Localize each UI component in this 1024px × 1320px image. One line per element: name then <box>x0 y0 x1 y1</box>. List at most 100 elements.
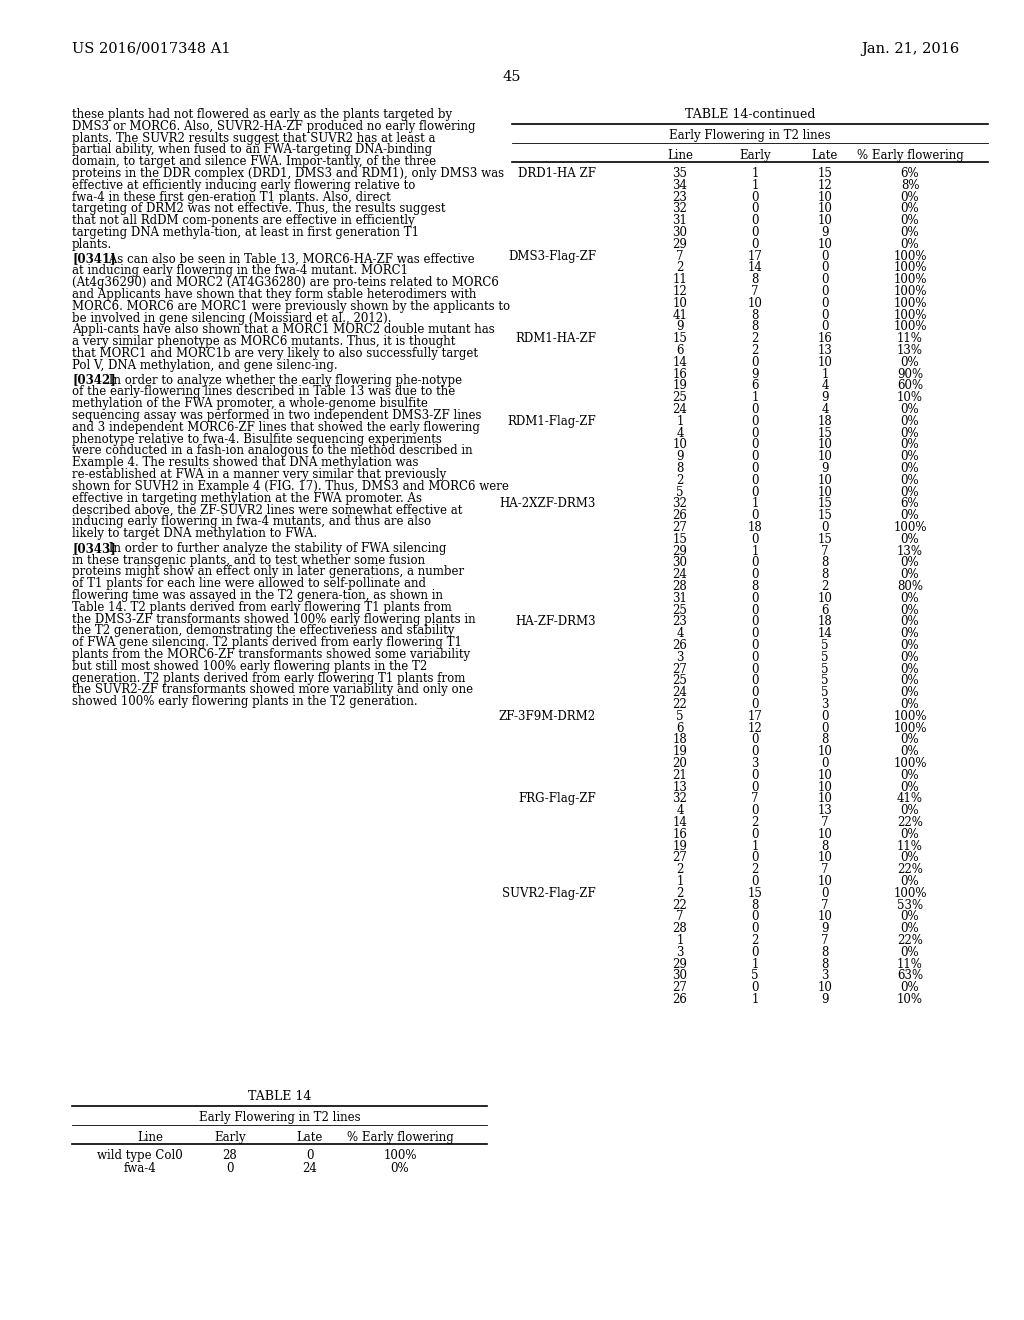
Text: 0%: 0% <box>901 851 920 865</box>
Text: 0: 0 <box>752 734 759 746</box>
Text: 4: 4 <box>821 403 828 416</box>
Text: 0%: 0% <box>901 557 920 569</box>
Text: 0: 0 <box>752 533 759 545</box>
Text: 100%: 100% <box>893 297 927 310</box>
Text: 23: 23 <box>673 190 687 203</box>
Text: effective in targeting methylation at the FWA promoter. As: effective in targeting methylation at th… <box>72 491 422 504</box>
Text: RDM1-Flag-ZF: RDM1-Flag-ZF <box>507 414 596 428</box>
Text: 1: 1 <box>821 367 828 380</box>
Text: 0: 0 <box>752 450 759 463</box>
Text: 9: 9 <box>821 226 828 239</box>
Text: Early: Early <box>739 149 771 162</box>
Text: 0%: 0% <box>901 804 920 817</box>
Text: 0%: 0% <box>901 533 920 545</box>
Text: DRD1-HA ZF: DRD1-HA ZF <box>518 168 596 180</box>
Text: 32: 32 <box>673 202 687 215</box>
Text: 3: 3 <box>676 946 684 958</box>
Text: fwa-4: fwa-4 <box>124 1162 157 1175</box>
Text: 2: 2 <box>821 579 828 593</box>
Text: 100%: 100% <box>893 887 927 900</box>
Text: 15: 15 <box>748 887 763 900</box>
Text: HA-2XZF-DRM3: HA-2XZF-DRM3 <box>500 498 596 511</box>
Text: 0: 0 <box>752 698 759 711</box>
Text: 10%: 10% <box>897 993 923 1006</box>
Text: 2: 2 <box>752 816 759 829</box>
Text: 9: 9 <box>752 367 759 380</box>
Text: 0%: 0% <box>901 675 920 688</box>
Text: 10: 10 <box>817 486 833 499</box>
Text: 10: 10 <box>817 780 833 793</box>
Text: 19: 19 <box>673 840 687 853</box>
Text: 0: 0 <box>752 663 759 676</box>
Text: 10: 10 <box>817 746 833 758</box>
Text: 0: 0 <box>821 297 828 310</box>
Text: 5: 5 <box>821 651 828 664</box>
Text: 16: 16 <box>673 828 687 841</box>
Text: 14: 14 <box>748 261 763 275</box>
Text: 7: 7 <box>821 863 828 876</box>
Text: 1: 1 <box>752 545 759 557</box>
Text: 22%: 22% <box>897 863 923 876</box>
Text: 0%: 0% <box>901 981 920 994</box>
Text: 0%: 0% <box>901 603 920 616</box>
Text: 0: 0 <box>752 946 759 958</box>
Text: 17: 17 <box>748 249 763 263</box>
Text: 24: 24 <box>302 1162 317 1175</box>
Text: 0%: 0% <box>901 828 920 841</box>
Text: 0%: 0% <box>901 403 920 416</box>
Text: described above, the ZF-SUVR2 lines were somewhat effective at: described above, the ZF-SUVR2 lines were… <box>72 503 463 516</box>
Text: 0: 0 <box>752 226 759 239</box>
Text: domain, to target and silence FWA. Impor-tantly, of the three: domain, to target and silence FWA. Impor… <box>72 156 436 168</box>
Text: 9: 9 <box>821 391 828 404</box>
Text: 9: 9 <box>821 993 828 1006</box>
Text: but still most showed 100% early flowering plants in the T2: but still most showed 100% early floweri… <box>72 660 427 673</box>
Text: 14: 14 <box>817 627 833 640</box>
Text: 100%: 100% <box>893 273 927 286</box>
Text: 0%: 0% <box>901 663 920 676</box>
Text: Early Flowering in T2 lines: Early Flowering in T2 lines <box>199 1111 360 1125</box>
Text: 8: 8 <box>752 309 759 322</box>
Text: 0: 0 <box>821 321 828 334</box>
Text: ZF-3F9M-DRM2: ZF-3F9M-DRM2 <box>499 710 596 723</box>
Text: 1: 1 <box>676 414 684 428</box>
Text: 6: 6 <box>676 345 684 356</box>
Text: 5: 5 <box>676 486 684 499</box>
Text: 0%: 0% <box>901 462 920 475</box>
Text: 10%: 10% <box>897 391 923 404</box>
Text: Example 4. The results showed that DNA methylation was: Example 4. The results showed that DNA m… <box>72 457 419 469</box>
Text: 0%: 0% <box>901 651 920 664</box>
Text: Late: Late <box>812 149 839 162</box>
Text: 19: 19 <box>673 379 687 392</box>
Text: 6%: 6% <box>901 498 920 511</box>
Text: 15: 15 <box>817 533 833 545</box>
Text: 0: 0 <box>752 568 759 581</box>
Text: 0%: 0% <box>901 486 920 499</box>
Text: 28: 28 <box>673 579 687 593</box>
Text: 24: 24 <box>673 686 687 700</box>
Text: 45: 45 <box>503 70 521 84</box>
Text: 2: 2 <box>676 887 684 900</box>
Text: 8: 8 <box>752 579 759 593</box>
Text: 0: 0 <box>752 202 759 215</box>
Text: 1: 1 <box>752 168 759 180</box>
Text: 0%: 0% <box>901 911 920 924</box>
Text: 63%: 63% <box>897 969 923 982</box>
Text: 30: 30 <box>673 226 687 239</box>
Text: 0%: 0% <box>901 190 920 203</box>
Text: 7: 7 <box>752 792 759 805</box>
Text: 0%: 0% <box>901 686 920 700</box>
Text: 100%: 100% <box>893 756 927 770</box>
Text: 25: 25 <box>673 391 687 404</box>
Text: MORC6. MORC6 are MORC1 were previously shown by the applicants to: MORC6. MORC6 are MORC1 were previously s… <box>72 300 510 313</box>
Text: 80%: 80% <box>897 579 923 593</box>
Text: 11%: 11% <box>897 957 923 970</box>
Text: 9: 9 <box>821 462 828 475</box>
Text: 27: 27 <box>673 851 687 865</box>
Text: 8: 8 <box>821 840 828 853</box>
Text: 8: 8 <box>752 899 759 912</box>
Text: % Early flowering: % Early flowering <box>347 1131 454 1144</box>
Text: 0: 0 <box>752 780 759 793</box>
Text: 100%: 100% <box>893 722 927 735</box>
Text: 0%: 0% <box>901 568 920 581</box>
Text: 0: 0 <box>752 627 759 640</box>
